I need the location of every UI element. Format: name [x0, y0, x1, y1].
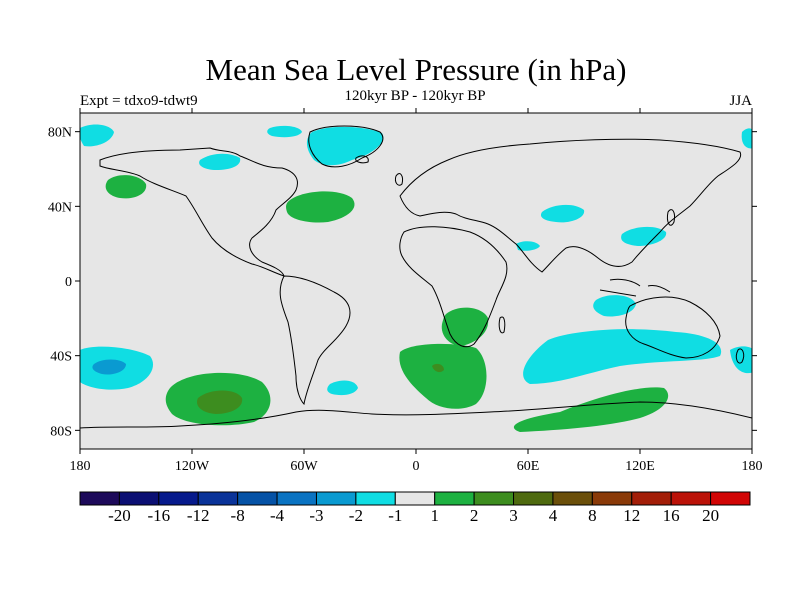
colorbar-label-7: -1 [388, 506, 402, 525]
lat-tick-label-4: 80S [50, 424, 72, 439]
colorbar-swatch-8 [394, 491, 436, 506]
anomaly-north-pacific-positive [105, 175, 147, 199]
anomaly-arctic-pacific-negative [80, 124, 114, 147]
coast-indonesia [599, 278, 671, 297]
colorbar-swatch-6 [315, 491, 357, 506]
colorbar-label-3: -8 [231, 506, 245, 525]
anomaly-arabia-negative [516, 241, 540, 251]
colorbar-label-0: -20 [108, 506, 131, 525]
lon-tick-label-3: 0 [413, 459, 420, 474]
period-label: 120kyr BP - 120kyr BP [344, 88, 486, 104]
colorbar-swatch-5 [276, 491, 317, 506]
season-label: JJA [729, 93, 752, 109]
colorbar-swatch-11 [513, 491, 554, 506]
colorbar-swatch-13 [591, 491, 633, 506]
colorbar-label-11: 4 [549, 506, 558, 525]
anomaly-antarctic-indian-positive [513, 387, 669, 432]
lon-tick-label-2: 60W [290, 459, 318, 474]
anomaly-north-atlantic-positive [286, 191, 355, 223]
coast-japan [667, 209, 675, 226]
colorbar-swatch-4 [237, 491, 278, 506]
colorbar-label-13: 12 [623, 506, 640, 525]
lat-tick-label-3: 40S [50, 350, 72, 365]
colorbar-label-4: -4 [270, 506, 285, 525]
lon-tick-label-1: 120W [175, 459, 210, 474]
coast-antarctica [80, 401, 752, 429]
colorbar-swatch-9 [434, 491, 475, 506]
coast-madagascar [498, 316, 506, 334]
colorbar-label-5: -3 [309, 506, 323, 525]
colorbar-swatch-1 [118, 491, 160, 506]
anomaly-arctic-center-negative [267, 125, 302, 138]
anomaly-arctic-canada-negative [199, 153, 241, 170]
colorbar-swatch-7 [355, 491, 396, 506]
longitude-axis: 180 120W 60W 0 60E 120E 180 [70, 108, 763, 474]
lon-tick-label-4: 60E [517, 459, 540, 474]
colorbar-swatch-16 [710, 491, 751, 506]
colorbar-label-9: 2 [470, 506, 479, 525]
colorbar-label-14: 16 [663, 506, 680, 525]
anomaly-tasman-negative [730, 346, 752, 374]
coast-iceland [355, 155, 369, 164]
coast-north-america [99, 147, 298, 277]
anomaly-east-asia-negative [621, 226, 667, 246]
colorbar-label-2: -12 [187, 506, 210, 525]
lat-tick-label-0: 80N [48, 126, 72, 141]
colorbar-swatch-14 [631, 491, 672, 506]
lat-tick-label-1: 40N [48, 200, 72, 215]
experiment-label: Expt = tdxo9-tdwt9 [80, 93, 198, 109]
colorbar-swatch-15 [670, 491, 712, 506]
anomaly-southeast-pacific-core [92, 359, 126, 375]
colorbar-label-12: 8 [588, 506, 597, 525]
colorbar-label-6: -2 [349, 506, 363, 525]
lon-tick-label-5: 120E [625, 459, 655, 474]
anomaly-southern-africa-positive [441, 307, 489, 346]
coast-south-america [279, 275, 351, 406]
colorbar-swatch-0 [79, 491, 120, 506]
colorbar-label-8: 1 [430, 506, 439, 525]
colorbar-swatch-3 [197, 491, 239, 506]
coast-eurasia [399, 138, 742, 273]
coast-africa [399, 226, 508, 348]
coast-greenland [308, 125, 384, 168]
coastlines [80, 125, 752, 429]
colorbar-swatch-12 [552, 491, 593, 506]
coast-new-zealand [735, 348, 745, 364]
anomaly-indian-ocean-negative [523, 329, 722, 384]
anomaly-central-asia-negative [540, 204, 585, 223]
coast-australia [625, 296, 721, 359]
colorbar-label-10: 3 [509, 506, 518, 525]
coast-uk [395, 173, 403, 186]
chart-title: Mean Sea Level Pressure (in hPa) [205, 52, 627, 87]
latitude-axis: 80N 40N 0 40S 80S [48, 126, 757, 439]
anomaly-west-australia-negative [593, 295, 636, 317]
anomaly-south-atlantic-positive [399, 343, 487, 409]
colorbar-labels: -20 -16 -12 -8 -4 -3 -2 -1 1 2 3 4 8 12 16 20 [108, 506, 719, 525]
colorbar-swatch-2 [158, 491, 199, 506]
anomaly-arctic-east-negative [741, 128, 752, 149]
lat-tick-label-2: 0 [65, 275, 72, 290]
anomaly-argentine-negative [327, 380, 358, 396]
colorbar-label-1: -16 [147, 506, 170, 525]
colorbar-swatch-10 [473, 491, 515, 506]
anomaly-south-atlantic-core [432, 363, 444, 373]
anomaly-south-pacific-core [196, 390, 243, 414]
colorbar-label-15: 20 [702, 506, 719, 525]
colorbar [79, 491, 751, 506]
lon-tick-label-6: 180 [742, 459, 763, 474]
lon-tick-label-0: 180 [70, 459, 91, 474]
